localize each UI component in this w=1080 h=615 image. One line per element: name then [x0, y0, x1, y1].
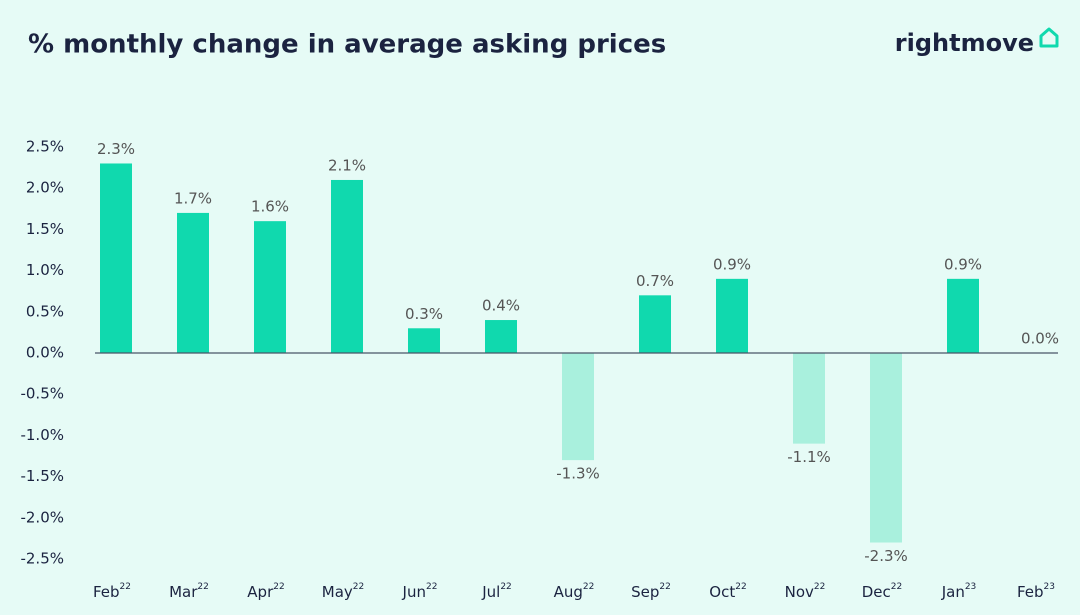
y-tick-label: 0.0%	[26, 344, 64, 362]
data-label: -1.1%	[787, 448, 831, 466]
x-tick-month: Apr	[247, 583, 274, 601]
bar	[793, 353, 825, 444]
x-tick-label: Nov22	[785, 582, 826, 601]
x-tick-year: 22	[273, 582, 284, 592]
x-tick-month: Aug	[554, 583, 583, 601]
chart-title: % monthly change in average asking price…	[28, 30, 666, 60]
x-tick-year: 22	[659, 582, 670, 592]
data-label: 0.3%	[405, 305, 443, 323]
x-tick-label: Feb22	[93, 582, 131, 601]
x-tick-year: 22	[353, 582, 364, 592]
x-tick-month: Nov	[785, 583, 814, 601]
data-label: 2.3%	[97, 140, 135, 158]
x-tick-year: 22	[120, 582, 131, 592]
x-tick-year: 22	[891, 582, 902, 592]
bar	[254, 221, 286, 353]
x-tick-month: Feb	[93, 583, 120, 601]
x-tick-label: Jun22	[402, 582, 438, 601]
x-tick-year: 22	[735, 582, 746, 592]
x-tick-label: Apr22	[247, 582, 284, 601]
x-tick-month: Dec	[862, 583, 891, 601]
x-tick-label: May22	[322, 582, 364, 601]
x-tick-year: 23	[1044, 582, 1055, 592]
x-tick-year: 22	[814, 582, 825, 592]
x-tick-month: May	[322, 583, 353, 601]
bar	[331, 179, 363, 353]
x-tick-year: 22	[426, 582, 437, 592]
bar	[408, 328, 440, 353]
logo-icon	[1039, 27, 1059, 48]
x-tick-month: Feb	[1017, 583, 1044, 601]
y-tick-label: 2.0%	[26, 179, 64, 197]
x-tick-month: Oct	[709, 583, 735, 601]
y-tick-label: -2.5%	[20, 550, 64, 568]
x-tick-month: Jul	[481, 583, 500, 601]
data-label: 0.4%	[482, 297, 520, 315]
data-label: 0.0%	[1021, 330, 1059, 348]
x-tick-label: Oct22	[709, 582, 746, 601]
bar	[947, 278, 979, 353]
y-tick-label: 2.5%	[26, 138, 64, 156]
data-label: 0.9%	[713, 255, 751, 273]
y-tick-label: 1.0%	[26, 261, 64, 279]
bar	[639, 295, 671, 353]
bar	[177, 212, 209, 353]
x-tick-label: Dec22	[862, 582, 902, 601]
bar	[100, 163, 132, 353]
x-tick-label: Mar22	[169, 582, 209, 601]
y-tick-label: -2.0%	[20, 508, 64, 526]
x-tick-month: Mar	[169, 583, 198, 601]
bar	[562, 353, 594, 461]
x-tick-label: Feb23	[1017, 582, 1055, 601]
x-tick-month: Sep	[631, 583, 659, 601]
logo: rightmove	[895, 29, 1034, 57]
data-label: 0.7%	[636, 272, 674, 290]
x-tick-year: 22	[583, 582, 594, 592]
data-label: -1.3%	[556, 465, 600, 483]
data-label: -2.3%	[864, 547, 908, 565]
y-tick-label: -1.0%	[20, 426, 64, 444]
bar	[485, 320, 517, 353]
y-tick-label: 1.5%	[26, 220, 64, 238]
x-tick-year: 23	[965, 582, 976, 592]
y-tick-label: -0.5%	[20, 385, 64, 403]
x-tick-label: Aug22	[554, 582, 595, 601]
x-tick-month: Jun	[402, 583, 426, 601]
bar	[870, 353, 902, 543]
data-label: 2.1%	[328, 156, 366, 174]
data-label: 0.9%	[944, 255, 982, 273]
data-label: 1.6%	[251, 198, 289, 216]
x-tick-label: Sep22	[631, 582, 671, 601]
bar	[716, 278, 748, 353]
y-tick-label: 0.5%	[26, 302, 64, 320]
x-tick-label: Jul22	[481, 582, 512, 601]
x-tick-year: 22	[197, 582, 208, 592]
y-tick-label: -1.5%	[20, 467, 64, 485]
x-tick-month: Jan	[941, 583, 965, 601]
data-label: 1.7%	[174, 189, 212, 207]
x-tick-label: Jan23	[941, 582, 977, 601]
x-tick-year: 22	[500, 582, 511, 592]
